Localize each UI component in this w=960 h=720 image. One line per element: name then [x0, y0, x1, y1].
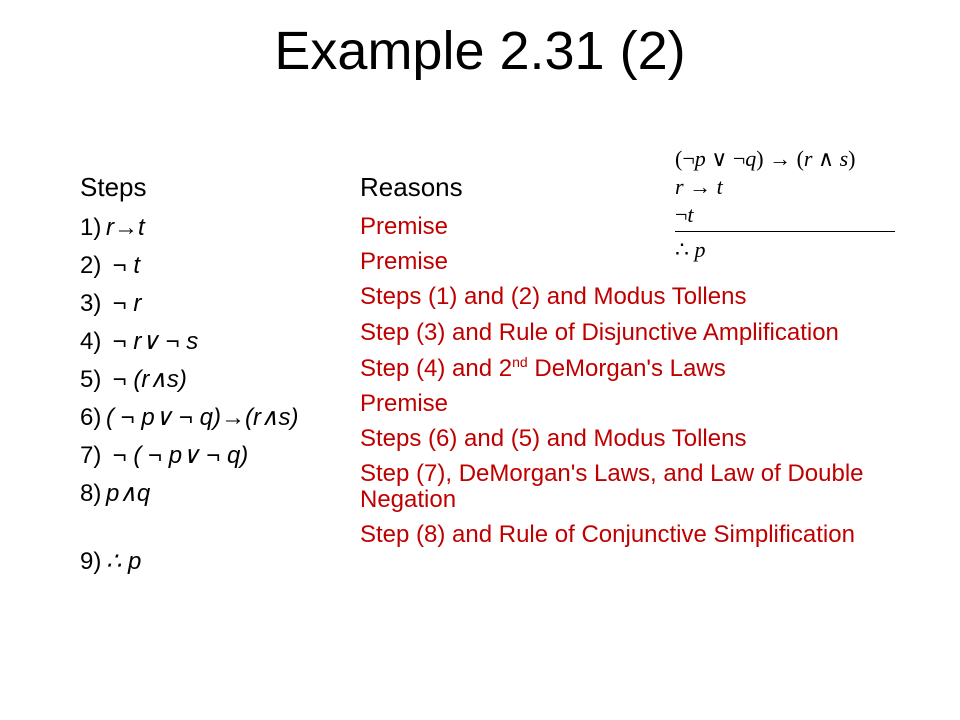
- reason-5: Step (4) and 2nd DeMorgan's Laws: [360, 350, 930, 386]
- reason-7: Steps (6) and (5) and Modus Tollens: [360, 421, 930, 456]
- reason-3: Steps (1) and (2) and Modus Tollens: [360, 279, 930, 314]
- step-number: 6): [80, 406, 106, 430]
- reasons-heading: Reasons: [360, 172, 930, 203]
- step-text: ¬ (r∧s): [106, 366, 187, 393]
- reason-5-part-b: DeMorgan's Laws: [528, 355, 726, 382]
- reasons-column: Reasons Premise Premise Steps (1) and (2…: [360, 172, 930, 552]
- step-7: 7) ¬ ( ¬ p∨ ¬ q): [80, 437, 380, 475]
- reason-2: Premise: [360, 244, 930, 279]
- step-5: 5) ¬ (r∧s): [80, 361, 380, 399]
- step-6: 6)( ¬ p∨ ¬ q)→(r∧s): [80, 399, 380, 437]
- step-number: 8): [80, 482, 106, 506]
- step-2: 2) ¬ t: [80, 247, 380, 285]
- slide-title: Example 2.31 (2): [0, 20, 960, 82]
- step-gap: [80, 513, 380, 543]
- step-text: ( ¬ p∨ ¬ q)→(r∧s): [106, 404, 299, 431]
- step-1: 1)r→t: [80, 209, 380, 247]
- slide: Example 2.31 (2) (¬p ∨ ¬q) → (r ∧ s) r →…: [0, 0, 960, 720]
- step-3: 3) ¬ r: [80, 285, 380, 323]
- step-number: 7): [80, 444, 106, 468]
- step-8: 8)p∧q: [80, 475, 380, 513]
- step-number: 5): [80, 368, 106, 392]
- reason-6: Premise: [360, 386, 930, 421]
- steps-heading: Steps: [80, 172, 380, 203]
- reason-8: Step (7), DeMorgan's Laws, and Law of Do…: [360, 456, 930, 516]
- reason-4: Step (3) and Rule of Disjunctive Amplifi…: [360, 315, 930, 350]
- step-number: 2): [80, 254, 106, 278]
- step-number: 3): [80, 292, 106, 316]
- reason-5-sup: nd: [512, 354, 528, 370]
- step-text: ¬ ( ¬ p∨ ¬ q): [106, 442, 248, 469]
- step-text: ¬ r∨ ¬ s: [106, 328, 198, 355]
- step-9: 9)∴ p: [80, 543, 380, 581]
- step-text: ¬ r: [106, 290, 141, 317]
- reason-9: Step (8) and Rule of Conjunctive Simplif…: [360, 517, 930, 552]
- step-text: ∴ p: [106, 548, 141, 575]
- reason-5-part-a: Step (4) and 2: [360, 355, 512, 382]
- step-text: ¬ t: [106, 252, 140, 279]
- step-number: 9): [80, 550, 106, 574]
- steps-column: Steps 1)r→t 2) ¬ t 3) ¬ r 4) ¬ r∨ ¬ s 5)…: [80, 172, 380, 581]
- step-number: 4): [80, 330, 106, 354]
- argument-premise-1: (¬p ∨ ¬q) → (r ∧ s): [675, 145, 895, 173]
- step-4: 4) ¬ r∨ ¬ s: [80, 323, 380, 361]
- step-text: r→t: [106, 214, 145, 241]
- reason-1: Premise: [360, 209, 930, 244]
- step-number: 1): [80, 216, 106, 240]
- step-text: p∧q: [106, 480, 150, 507]
